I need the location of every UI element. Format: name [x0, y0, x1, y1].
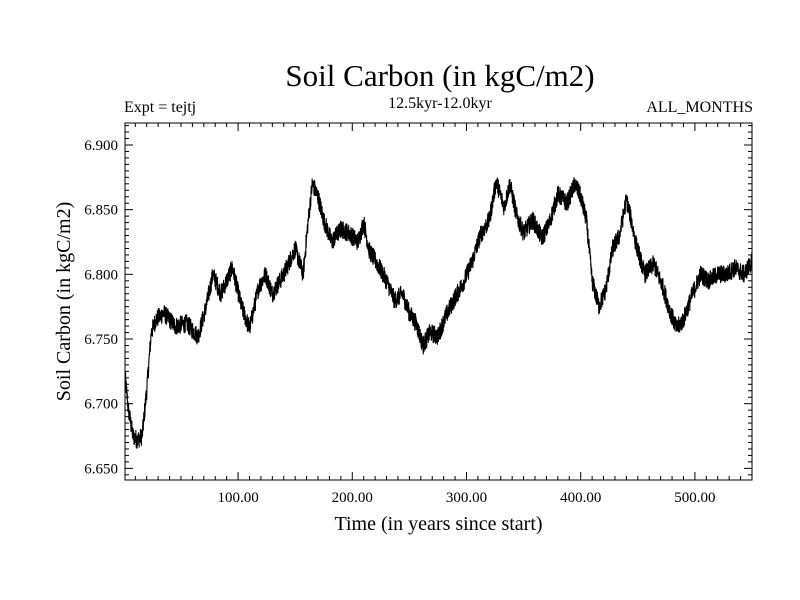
- plot-frame: [124, 122, 753, 481]
- x-tick-label: 100.00: [217, 490, 258, 506]
- x-axis-title: Time (in years since start): [334, 513, 542, 535]
- experiment-label: Expt = tejtj: [124, 99, 197, 116]
- x-tick-label: 200.00: [332, 490, 373, 506]
- months-label: ALL_MONTHS: [646, 99, 753, 116]
- x-tick-label: 400.00: [560, 490, 601, 506]
- y-tick-label: 6.800: [84, 267, 118, 283]
- y-tick-label: 6.750: [84, 332, 118, 348]
- chart-title: Soil Carbon (in kgC/m2): [285, 58, 595, 93]
- x-tick-label: 300.00: [446, 490, 487, 506]
- y-tick-label: 6.850: [84, 203, 118, 219]
- chart-subtitle: 12.5kyr-12.0kyr: [388, 95, 492, 112]
- y-tick-label: 6.700: [84, 397, 118, 413]
- y-tick-label: 6.900: [84, 138, 118, 154]
- tick-labels: 100.00 200.00 300.00 400.00 500.00 6.650 6.700…: [84, 138, 715, 506]
- y-tick-label: 6.650: [84, 461, 118, 477]
- x-tick-label: 500.00: [674, 490, 715, 506]
- series-line-soil-carbon: [124, 177, 753, 449]
- axis-ticks: [125, 123, 753, 480]
- y-axis-title: Soil Carbon (in kgC/m2): [53, 202, 75, 401]
